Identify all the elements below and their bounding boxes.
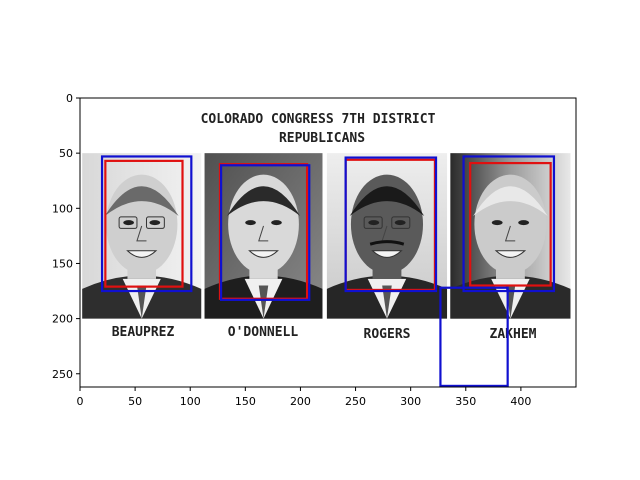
axes-frame	[79, 97, 577, 388]
image-area: COLORADO CONGRESS 7TH DISTRICT REPUBLICA…	[80, 98, 576, 387]
y-tick-label: 200	[52, 313, 73, 326]
y-axis: 0 50 100 150 200 250	[52, 92, 80, 381]
x-tick-label: 400	[510, 395, 531, 408]
red-box-2	[218, 163, 309, 300]
portrait-name-zakhem: ZAKHEM	[490, 327, 537, 342]
blue-box-5	[439, 286, 509, 387]
y-tick-label: 0	[66, 92, 73, 105]
y-tick-label: 250	[52, 368, 73, 381]
image-heading-line2: REPUBLICANS	[279, 131, 365, 146]
y-tick-label: 50	[59, 147, 73, 160]
blue-box-2	[219, 164, 311, 301]
x-tick-label: 150	[235, 395, 256, 408]
red-box-4	[469, 161, 552, 287]
portrait-2	[204, 153, 323, 319]
x-tick-label: 100	[180, 395, 201, 408]
x-tick-label: 50	[128, 395, 142, 408]
x-tick-label: 250	[345, 395, 366, 408]
portrait-4	[450, 153, 571, 319]
x-tick-label: 350	[455, 395, 476, 408]
red-box-1	[104, 159, 184, 288]
blue-box-1	[100, 155, 193, 293]
blue-box-4	[462, 155, 556, 293]
portrait-name-beauprez: BEAUPREZ	[112, 325, 175, 340]
portrait-name-rogers: ROGERS	[364, 327, 411, 342]
y-tick-label: 100	[52, 202, 73, 215]
x-tick-label: 200	[290, 395, 311, 408]
x-tick-label: 300	[400, 395, 421, 408]
x-axis: 0 50 100 150 200 250 300 350 400	[77, 387, 531, 408]
y-tick-label: 150	[52, 257, 73, 270]
image-heading-line1: COLORADO CONGRESS 7TH DISTRICT	[201, 112, 436, 127]
x-tick-label: 0	[77, 395, 84, 408]
portrait-name-odonnell: O'DONNELL	[228, 325, 299, 340]
blue-box-3	[344, 156, 438, 293]
portrait-1	[82, 153, 202, 319]
